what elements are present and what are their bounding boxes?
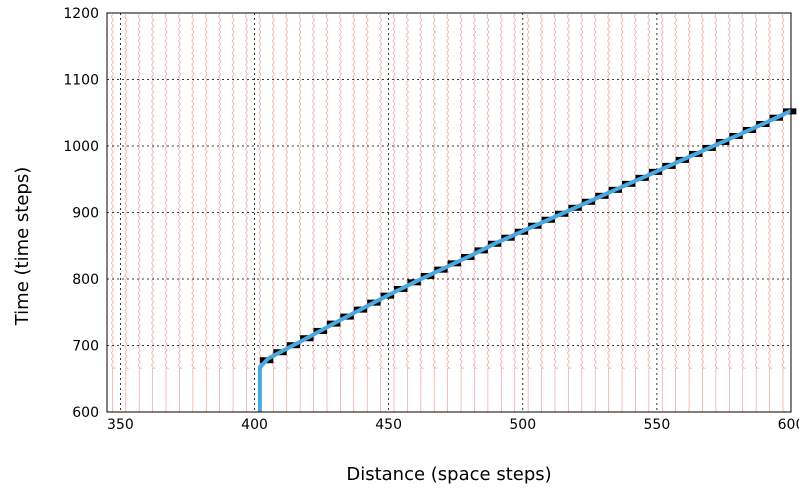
series-line: [257, 108, 792, 412]
x-tick-labels: 350 400 450 500 550 600: [107, 417, 799, 433]
y-tick-label: 1100: [63, 73, 99, 89]
background-line: [110, 13, 114, 369]
background-line: [245, 13, 248, 369]
background-line: [513, 13, 517, 369]
background-line: [325, 13, 329, 369]
background-line: [701, 13, 704, 369]
background-vertical-lines: [110, 13, 786, 412]
background-line: [754, 13, 758, 369]
background-line: [741, 13, 745, 369]
background-line: [405, 13, 409, 369]
x-tick-label: 600: [778, 417, 799, 433]
background-line: [473, 13, 476, 369]
background-line: [660, 13, 664, 369]
background-line: [432, 13, 436, 369]
background-line: [553, 13, 557, 369]
x-tick-label: 350: [107, 417, 134, 433]
y-tick-label: 800: [72, 272, 99, 288]
background-line: [298, 13, 302, 369]
background-line: [714, 13, 718, 369]
background-line: [258, 13, 262, 369]
background-line: [218, 13, 222, 369]
background-line: [647, 13, 651, 369]
background-line: [526, 13, 530, 369]
background-line: [446, 13, 450, 369]
background-line: [727, 13, 731, 369]
background-line: [231, 13, 235, 369]
background-line: [338, 13, 342, 369]
background-line: [419, 13, 423, 369]
x-tick-label: 550: [644, 417, 671, 433]
y-tick-label: 1200: [63, 6, 99, 22]
x-tick-label: 450: [375, 417, 402, 433]
y-tick-label: 900: [72, 206, 99, 222]
background-line: [271, 13, 275, 369]
series-line-layer: [257, 108, 792, 412]
background-line: [151, 13, 155, 369]
background-line: [191, 13, 195, 369]
x-tick-label: 500: [509, 417, 536, 433]
background-line: [633, 13, 637, 369]
background-line: [580, 13, 584, 369]
background-line: [392, 13, 396, 369]
background-line: [124, 13, 128, 369]
background-line: [674, 13, 678, 369]
background-line: [607, 13, 611, 369]
background-line: [285, 13, 289, 369]
background-line: [177, 13, 181, 369]
background-line: [312, 13, 315, 369]
background-line: [459, 13, 463, 369]
background-line: [379, 13, 383, 369]
plot-frame: [106, 12, 792, 413]
grid: [107, 13, 791, 412]
background-line: [593, 13, 597, 369]
background-line: [486, 13, 490, 369]
x-tick-label: 400: [241, 417, 268, 433]
background-line: [566, 13, 570, 369]
background-line: [687, 13, 691, 369]
background-line: [540, 13, 543, 369]
y-tick-label: 1000: [63, 139, 99, 155]
background-line: [137, 13, 141, 369]
y-tick-labels: 600 700 800 900 1000 1100 1200: [63, 6, 99, 421]
background-line: [781, 13, 785, 369]
background-line: [499, 13, 503, 369]
y-tick-label: 600: [72, 405, 99, 421]
y-tick-label: 700: [72, 339, 99, 355]
background-line: [204, 13, 208, 369]
x-axis-label: Distance (space steps): [346, 464, 551, 485]
background-line: [768, 13, 771, 369]
background-line: [365, 13, 369, 369]
y-axis-label: Time (time steps): [12, 167, 33, 327]
background-line: [164, 13, 168, 369]
